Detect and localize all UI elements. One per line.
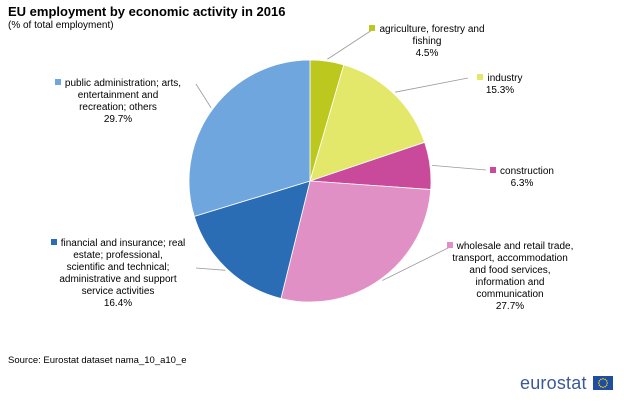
label-text: information and (475, 277, 545, 288)
label-public-administration: public administration; arts, entertainmen… (40, 78, 196, 126)
label-line: recreation; others (40, 102, 196, 114)
legend-swatch (446, 242, 453, 248)
label-line: communication (440, 289, 580, 301)
chart-title: EU employment by economic activity in 20… (8, 4, 286, 19)
slice-value-label: 16.4% (103, 298, 133, 309)
label-text: estate; professional, (73, 250, 163, 261)
label-text: financial and insurance; real (60, 238, 186, 249)
label-line: entertainment and (40, 90, 196, 102)
leader-line-4 (195, 267, 226, 271)
label-text: administrative and support (59, 274, 177, 285)
label-line: industry (460, 73, 540, 85)
label-text: and food services, (469, 265, 551, 276)
slice-value-label: 4.5% (415, 48, 439, 59)
label-line: public administration; arts, (40, 78, 196, 90)
label-line: wholesale and retail trade, (440, 241, 580, 253)
label-line: transport, accommodation (440, 253, 580, 265)
label-line: service activities (40, 286, 196, 298)
label-text: wholesale and retail trade, (456, 241, 574, 252)
label-text: agriculture, forestry and (379, 24, 485, 35)
slice-value-label: 15.3% (485, 85, 515, 96)
source-note: Source: Eurostat dataset nama_10_a10_e (8, 355, 187, 366)
label-line: and food services, (440, 265, 580, 277)
label-line: information and (440, 277, 580, 289)
slice-value-label: 6.3% (510, 178, 534, 189)
label-agriculture: agriculture, forestry and fishing 4.5% (352, 24, 502, 60)
label-line: agriculture, forestry and (352, 24, 502, 36)
legend-swatch (477, 74, 484, 80)
label-text: industry (487, 73, 523, 84)
pie-slice-4 (193, 180, 311, 299)
label-wholesale-retail: wholesale and retail trade, transport, ac… (440, 241, 580, 313)
label-line: construction (474, 166, 570, 178)
leader-line-1 (395, 77, 469, 93)
label-text: scientific and technical; (66, 262, 170, 273)
label-text: service activities (81, 286, 155, 297)
legend-swatch (369, 25, 376, 31)
label-line: scientific and technical; (40, 262, 196, 274)
label-text: construction (500, 166, 554, 177)
label-line: financial and insurance; real (40, 238, 196, 250)
label-text: entertainment and (77, 90, 159, 101)
pie-slice-3 (280, 180, 432, 303)
label-line: estate; professional, (40, 250, 196, 262)
label-text: communication (476, 289, 544, 300)
label-text: fishing (412, 36, 442, 47)
chart-subtitle: (% of total employment) (8, 20, 114, 31)
label-text: public administration; arts, (64, 78, 182, 89)
legend-swatch (50, 239, 57, 245)
leader-line-0 (327, 29, 373, 60)
label-line: administrative and support (40, 274, 196, 286)
label-financial-insurance: financial and insurance; real estate; pro… (40, 238, 196, 310)
legend-swatch (490, 167, 497, 173)
pie-slice-5 (188, 59, 311, 217)
label-industry: industry 15.3% (460, 73, 540, 97)
label-text: recreation; others (79, 102, 157, 113)
slice-value-label: 29.7% (103, 114, 133, 125)
leader-line-3 (382, 245, 453, 281)
leader-line-2 (431, 164, 487, 171)
slice-value-label: 27.7% (495, 301, 525, 312)
label-construction: construction 6.3% (474, 166, 570, 190)
label-text: transport, accommodation (452, 253, 568, 264)
label-line: fishing (352, 36, 502, 48)
leader-line-5 (195, 83, 212, 109)
legend-swatch (54, 79, 61, 85)
eurostat-logo-text: eurostat (520, 373, 587, 393)
eu-flag-icon (593, 376, 613, 390)
